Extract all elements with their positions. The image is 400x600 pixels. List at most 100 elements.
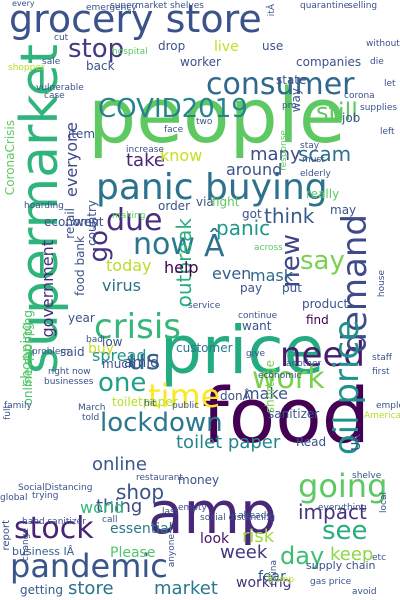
word: look	[200, 531, 230, 547]
word: job	[342, 111, 361, 125]
word: supply chain	[306, 559, 376, 572]
word: grocery store	[9, 0, 262, 41]
word: mask	[250, 266, 293, 285]
word: itÂ	[267, 4, 277, 17]
word: cut	[54, 33, 69, 43]
word: first	[372, 367, 390, 377]
word: take	[126, 150, 165, 171]
word: pandemic	[10, 547, 168, 585]
word: many	[250, 144, 301, 165]
word: staff	[372, 353, 392, 363]
word: pm	[282, 101, 297, 111]
word: continue	[238, 311, 278, 321]
word: every	[12, 0, 35, 8]
word: amp	[148, 479, 277, 547]
word: shopper	[8, 63, 45, 73]
word: restaurant	[136, 473, 183, 483]
word: employee	[376, 401, 400, 411]
word: SocialDistancing	[18, 483, 93, 493]
word: help	[164, 258, 199, 277]
word: day	[280, 542, 325, 570]
word: give	[246, 349, 266, 359]
word: toilet paper	[176, 432, 281, 453]
word: crisis	[94, 307, 181, 347]
word: pay	[240, 281, 263, 295]
word: keep	[330, 544, 374, 565]
word: gas price	[310, 577, 352, 587]
word: report	[1, 520, 12, 551]
word: online	[92, 454, 147, 475]
word: essential	[110, 521, 173, 537]
word: stop	[68, 34, 125, 64]
word: work	[252, 361, 325, 396]
word: last	[162, 507, 179, 517]
word: American	[364, 411, 400, 421]
word: consumer	[206, 67, 355, 102]
word: shelve	[352, 471, 382, 481]
word: UK	[349, 434, 363, 451]
word: shortage	[263, 360, 277, 414]
word: told	[82, 413, 100, 423]
word: low	[102, 335, 123, 349]
word: shop	[116, 480, 165, 504]
word: everything	[318, 503, 367, 513]
word: worker	[180, 55, 221, 69]
word: right now	[48, 367, 91, 377]
word: bad	[86, 335, 103, 345]
word: full	[3, 406, 13, 420]
word: think	[264, 204, 315, 228]
word: empty	[178, 503, 207, 513]
word: really	[306, 187, 340, 201]
word: panic buying	[96, 167, 328, 208]
word: put	[282, 281, 302, 295]
word: much	[102, 357, 136, 371]
word: year	[68, 311, 95, 325]
word: global	[0, 493, 28, 503]
word: CoronaCrisis	[3, 120, 17, 196]
word: thing	[96, 496, 143, 517]
word: fear	[258, 569, 286, 585]
word: spread	[92, 346, 147, 365]
word: hospital	[112, 47, 148, 57]
word: social distancing	[200, 513, 276, 523]
word: virus	[102, 276, 141, 295]
word: even	[212, 264, 252, 283]
word: sale	[42, 57, 61, 67]
word: another	[286, 359, 322, 369]
word: store	[68, 578, 114, 599]
word: economic	[258, 371, 302, 381]
word: without	[366, 39, 400, 49]
word: hit	[144, 399, 156, 409]
word: want	[242, 319, 272, 333]
word: product	[302, 297, 349, 311]
word: via	[196, 195, 214, 209]
word: item	[68, 127, 96, 141]
word: week	[220, 542, 268, 563]
word: elderly	[300, 169, 331, 179]
word: stay	[300, 141, 320, 151]
word: order	[158, 199, 190, 213]
word: now	[133, 227, 195, 262]
word: must	[302, 155, 325, 165]
word: quarantine	[300, 1, 350, 11]
word: price	[160, 312, 325, 389]
word: emergency	[86, 3, 137, 13]
word: problem	[32, 347, 70, 357]
word: see	[322, 516, 368, 546]
word: local	[379, 492, 389, 513]
word: going	[298, 467, 388, 505]
word: know	[160, 146, 203, 165]
word: service	[188, 301, 221, 311]
word: still	[316, 98, 358, 126]
word: across	[254, 243, 283, 253]
word: market	[154, 578, 218, 599]
word: trying	[32, 491, 59, 501]
word: make	[244, 384, 288, 403]
word: due	[106, 203, 163, 238]
word: face	[164, 125, 184, 135]
word: sanitizer	[268, 407, 320, 421]
word: etc	[372, 553, 387, 563]
word: vulnerable	[36, 83, 84, 93]
word: economy	[44, 215, 100, 229]
